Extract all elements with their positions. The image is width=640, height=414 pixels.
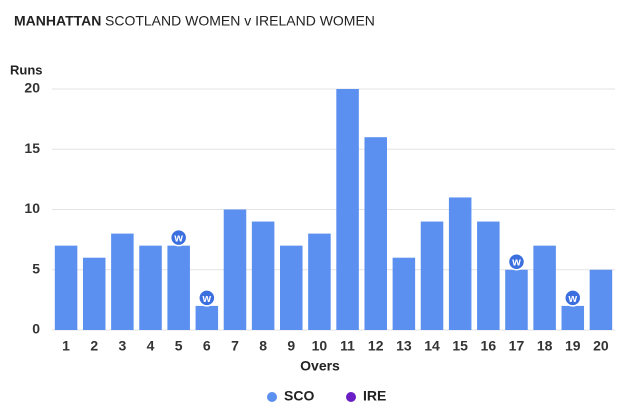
x-tick-label: 3 xyxy=(118,338,126,354)
legend-label: SCO xyxy=(284,388,314,404)
wicket-dot xyxy=(507,253,526,271)
wicket-dot xyxy=(198,289,216,307)
x-tick-label: 6 xyxy=(203,338,211,354)
x-tick-label: 12 xyxy=(368,338,384,354)
bar xyxy=(533,245,556,330)
legend-swatch xyxy=(267,392,277,402)
legend-label: IRE xyxy=(363,388,386,404)
y-tick-label: 0 xyxy=(32,321,40,337)
y-tick-label: 15 xyxy=(24,140,40,156)
bar xyxy=(308,233,331,330)
wicket-label: w xyxy=(511,257,521,269)
bar xyxy=(251,221,275,330)
x-tick-label: 13 xyxy=(396,338,412,354)
bar xyxy=(589,269,613,330)
x-tick-label: 10 xyxy=(312,338,328,354)
bar xyxy=(561,305,585,330)
bar xyxy=(477,221,500,330)
bar xyxy=(448,197,472,330)
bar xyxy=(420,221,444,330)
wicket-marker: w xyxy=(564,289,582,307)
bar xyxy=(167,245,190,330)
x-tick-label: 15 xyxy=(452,338,468,354)
x-tick-label: 17 xyxy=(509,338,525,354)
bar xyxy=(82,257,106,330)
x-tick-label: 7 xyxy=(231,338,239,354)
bar xyxy=(195,305,219,330)
bar xyxy=(111,233,134,330)
wicket-marker: w xyxy=(507,253,526,271)
wicket-label: w xyxy=(567,293,577,305)
x-tick-label: 2 xyxy=(90,338,98,354)
x-tick-label: 14 xyxy=(424,338,440,354)
wicket-marker: w xyxy=(198,289,216,307)
wicket-label: w xyxy=(173,233,183,245)
bar xyxy=(139,245,162,330)
legend-swatch xyxy=(346,392,356,402)
wicket-dot xyxy=(169,228,188,247)
x-tick-label: 1 xyxy=(62,338,70,354)
x-tick-label: 18 xyxy=(537,338,553,354)
y-axis-label: Runs xyxy=(10,62,43,77)
chart-subtitle: SCOTLAND WOMEN v IRELAND WOMEN xyxy=(105,13,375,29)
bar xyxy=(280,245,303,330)
bar xyxy=(54,245,78,330)
wicket-marker: w xyxy=(169,228,188,247)
x-tick-label: 9 xyxy=(287,338,295,354)
x-tick-label: 11 xyxy=(340,338,355,354)
wicket-label: w xyxy=(202,293,212,305)
y-tick-label: 5 xyxy=(32,260,40,276)
bar xyxy=(505,269,528,330)
x-tick-label: 19 xyxy=(565,338,581,354)
bar xyxy=(392,257,416,330)
wicket-dot xyxy=(564,289,582,307)
x-tick-label: 20 xyxy=(593,338,609,354)
chart-title: MANHATTAN xyxy=(14,13,101,29)
x-axis-label: Overs xyxy=(300,358,340,374)
bar xyxy=(223,209,247,330)
bar xyxy=(336,89,359,330)
y-tick-label: 20 xyxy=(24,80,40,96)
x-tick-label: 5 xyxy=(175,338,183,354)
x-tick-label: 16 xyxy=(481,338,497,354)
x-tick-label: 4 xyxy=(147,338,155,354)
x-tick-label: 8 xyxy=(259,338,267,354)
y-tick-label: 10 xyxy=(24,200,40,216)
bar xyxy=(364,137,387,330)
